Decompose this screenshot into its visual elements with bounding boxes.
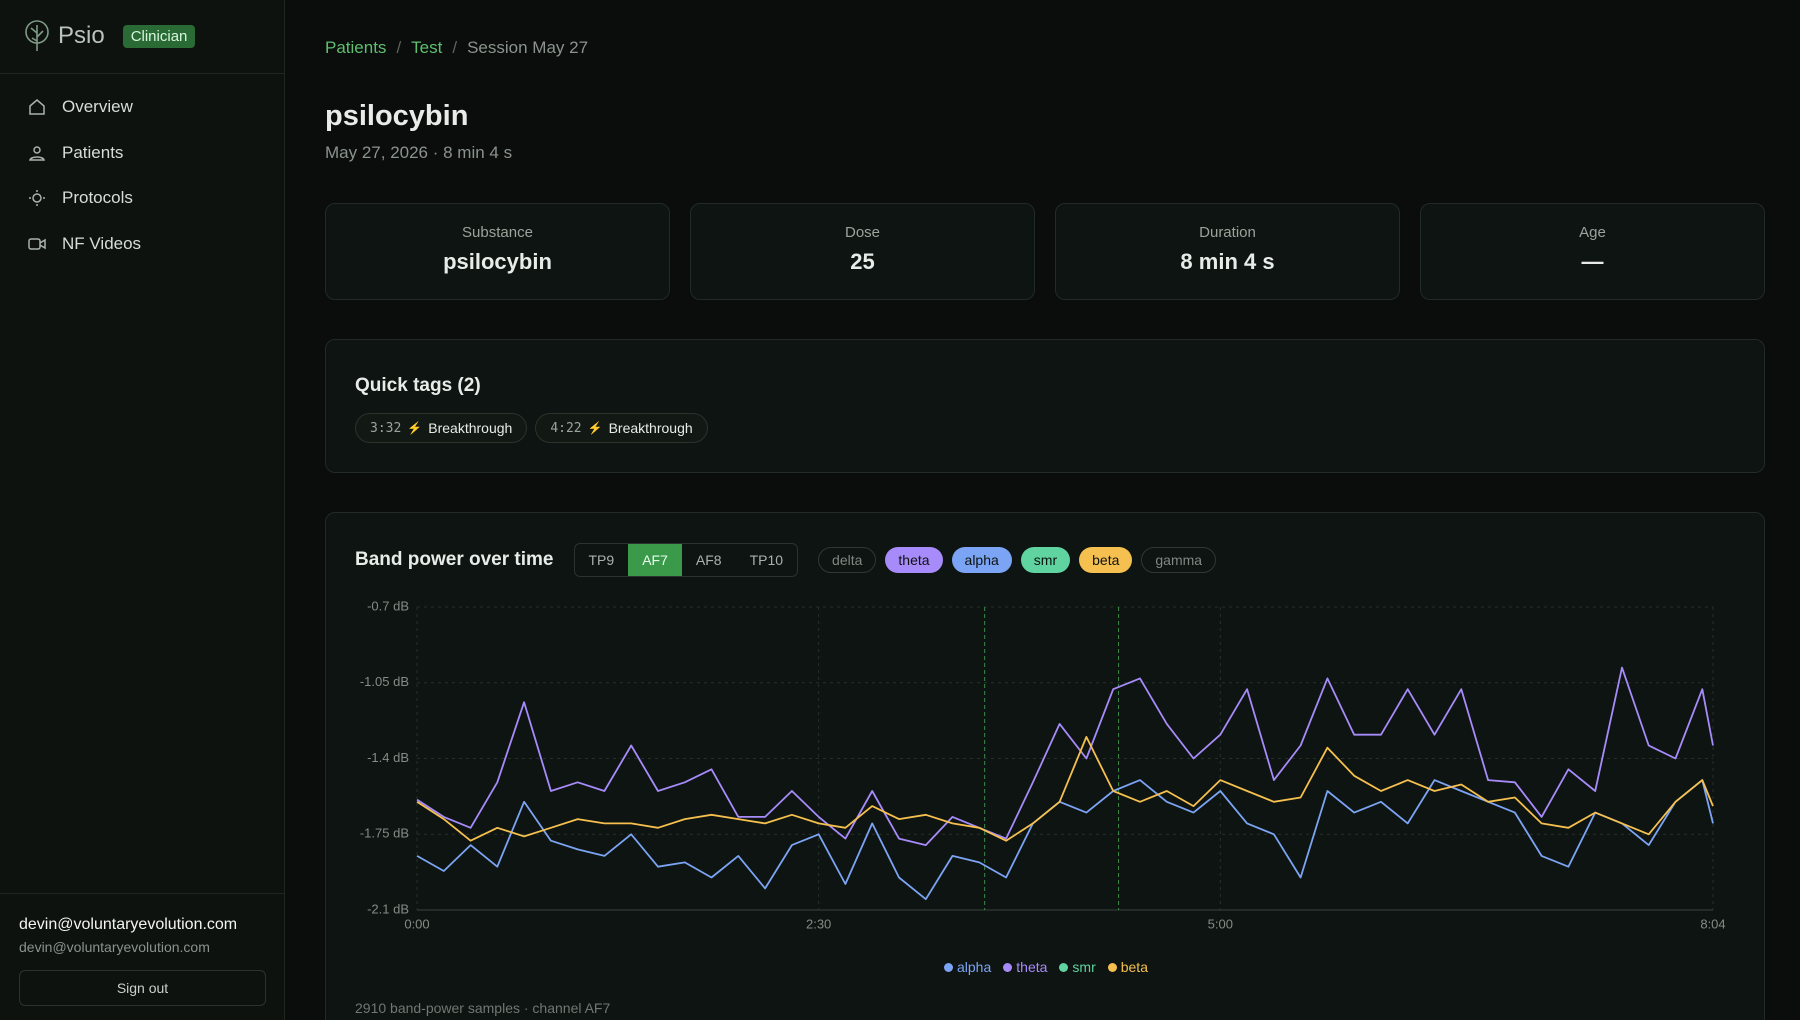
series-line [416, 736, 1714, 842]
y-tick-label: -1.05 dB [360, 674, 409, 689]
panel-title: Quick tags (2) [355, 375, 481, 396]
chart-title: Band power over time [355, 549, 554, 570]
nav-icon [28, 189, 46, 207]
tag-icon: ⚡ [587, 421, 603, 435]
logo [25, 20, 49, 51]
legend-swatch [1059, 962, 1069, 972]
nav-label: Protocols [62, 188, 133, 207]
y-tick-label: -1.4 dB [367, 750, 409, 765]
x-tick-label: 5:00 [1208, 916, 1233, 931]
legend-label: theta [1016, 959, 1048, 975]
legend-item: smr [1059, 959, 1096, 975]
band-toggle[interactable]: delta [818, 547, 877, 573]
x-tick-label: 8:04 [1700, 916, 1725, 931]
legend-item: beta [1107, 959, 1148, 975]
nav-icon [28, 144, 46, 162]
stat-value: 25 [850, 249, 875, 274]
user-name: devin@voluntaryevolution.com [19, 916, 238, 933]
crumb-link[interactable]: Patients [325, 38, 387, 57]
legend-label: alpha [957, 959, 992, 975]
legend-item: alpha [944, 959, 991, 975]
nav-label: NF Videos [62, 233, 142, 253]
nav-item[interactable]: Overview [28, 97, 133, 117]
band-toggle[interactable]: gamma [1141, 547, 1217, 573]
user-email: devin@voluntaryevolution.com [19, 939, 210, 955]
stat-label: Substance [462, 224, 533, 241]
tag-icon: ⚡ [407, 421, 423, 435]
channel-tab[interactable]: TP9 [588, 552, 615, 568]
stat-card: Age — [1420, 203, 1765, 300]
tag-time: 3:32 [370, 420, 402, 436]
legend-item: theta [1003, 959, 1047, 975]
page-title: psilocybin [325, 100, 469, 132]
stat-value: psilocybin [443, 249, 552, 274]
chart-toolbar: Band power over time TP9 AF7 AF8 TP10 delta… [355, 543, 1225, 577]
stat-label: Age [1579, 224, 1606, 241]
legend-swatch [944, 962, 953, 972]
brand: Psio Clinician [22, 16, 196, 56]
nav-icon [28, 235, 46, 253]
tag-label: Breakthrough [608, 420, 693, 436]
channel-tabs: TP9 AF7 AF8 TP10 [573, 543, 799, 577]
page-subtitle: May 27, 2026 · 8 min 4 s [325, 143, 513, 162]
channel-tab[interactable]: TP10 [749, 552, 784, 568]
y-tick-label: -1.75 dB [360, 826, 409, 841]
stat-card: Substance psilocybin [325, 203, 670, 300]
legend-swatch [1003, 962, 1013, 972]
quick-tag[interactable]: 3:32 ⚡ Breakthrough [355, 413, 528, 443]
icon [29, 99, 45, 115]
icon [28, 237, 46, 250]
role-badge: Clinician [122, 24, 196, 48]
stat-label: Duration [1199, 224, 1256, 241]
nav-item[interactable]: Protocols [28, 188, 133, 208]
breadcrumb: Patients / Test / Session May 27 [325, 38, 589, 57]
band-toggle[interactable]: smr [1020, 547, 1071, 573]
legend-swatch [1107, 962, 1117, 972]
legend: alpha theta smr beta [326, 959, 1766, 975]
sidebar: Psio Clinician Overview Patients Protocols… [0, 0, 285, 1020]
x-tick-label: 0:00 [404, 916, 429, 931]
quick-tag[interactable]: 4:22 ⚡ Breakthrough [535, 413, 708, 443]
chart: -2.1 dB -1.75 dB -1.4 dB -1.05 dB -0.7 dB 0:0… [360, 598, 1726, 931]
nav-label: Patients [62, 142, 124, 162]
series-line [416, 666, 1714, 846]
stat-card: Duration 8 min 4 s [1055, 203, 1400, 300]
legend-label: smr [1072, 959, 1096, 975]
sign-out-button[interactable]: Sign out [19, 970, 266, 1006]
band-toggles: delta theta alpha smr beta gamma [818, 547, 1225, 573]
stat-card: Dose 25 [690, 203, 1035, 300]
stat-value: — [1581, 249, 1604, 274]
y-tick-label: -2.1 dB [367, 901, 409, 916]
brand-name: Psio [58, 22, 105, 49]
divider [0, 893, 285, 894]
quick-tags-panel: Quick tags (2) 3:32 ⚡ Breakthrough 4:22 ⚡ Bre… [325, 339, 1765, 473]
icon [29, 145, 45, 161]
tag-label: Breakthrough [428, 420, 513, 436]
footnote: 2910 band-power samples · channel AF7 [355, 1000, 611, 1016]
band-toggle[interactable]: beta [1079, 547, 1133, 573]
channel-tab[interactable]: AF8 [695, 552, 722, 568]
stat-value: 8 min 4 s [1180, 249, 1275, 274]
stat-label: Dose [844, 224, 881, 241]
tag-time: 4:22 [550, 420, 582, 436]
tag-list: 3:32 ⚡ Breakthrough 4:22 ⚡ Breakthrough [355, 413, 716, 443]
nav-label: Overview [62, 97, 133, 116]
series-line [416, 779, 1714, 901]
nav-item[interactable]: Patients [28, 143, 123, 163]
channel-tab[interactable]: AF7 [628, 544, 682, 576]
y-tick-label: -0.7 dB [367, 598, 409, 613]
crumb-current: Session May 27 [467, 38, 589, 57]
nav-icon [28, 98, 46, 116]
crumb-link[interactable]: Test [411, 38, 443, 57]
band-toggle[interactable]: alpha [951, 547, 1012, 573]
band-toggle[interactable]: theta [885, 547, 943, 573]
x-tick-label: 2:30 [806, 916, 831, 931]
divider [0, 73, 285, 74]
nav-item[interactable]: NF Videos [28, 234, 141, 254]
icon [29, 190, 45, 206]
chart-panel: Band power over time TP9 AF7 AF8 TP10 delta… [325, 512, 1765, 1020]
legend-label: beta [1120, 959, 1148, 975]
